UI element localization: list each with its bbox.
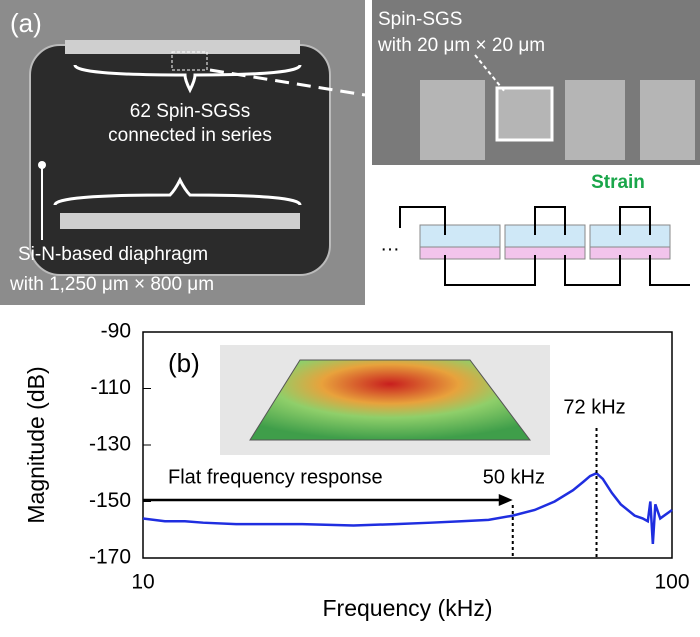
sensor-row <box>65 40 300 54</box>
ellipsis: … <box>380 233 400 255</box>
schematic <box>399 206 690 286</box>
y-tick-label: -130 <box>89 433 131 456</box>
strain-label: Strain <box>591 172 645 193</box>
caption: Spin-SGS <box>378 9 462 30</box>
x-tick-label: 100 <box>654 571 689 594</box>
y-tick-label: -150 <box>89 489 131 512</box>
marker-label: 72 kHz <box>563 396 625 418</box>
pad <box>640 80 695 160</box>
pad <box>420 80 485 160</box>
zoom-box <box>171 51 208 71</box>
brace <box>53 176 302 206</box>
marker-label: 50 kHz <box>483 466 545 488</box>
annotation: Flat frequency response <box>168 466 383 488</box>
caption: Si-N-based diaphragm <box>18 244 208 265</box>
caption: with 1,250 μm × 800 μm <box>9 274 214 295</box>
pad <box>565 80 625 160</box>
caption: 62 Spin-SGSs <box>130 101 250 122</box>
mode-shape <box>249 359 531 441</box>
x-tick-label: 10 <box>131 571 154 594</box>
pointer-line <box>474 54 506 93</box>
sensor-row <box>60 213 300 229</box>
y-tick-label: -110 <box>91 376 131 399</box>
panel-label: (b) <box>168 348 200 378</box>
panel-label: (a) <box>10 8 42 38</box>
y-axis-label: Magnitude (dB) <box>23 366 49 523</box>
diaphragm <box>29 44 331 276</box>
spin-sgs <box>495 86 554 142</box>
arrow-head <box>498 494 513 506</box>
caption: with 20 μm × 20 μm <box>377 35 545 56</box>
caption: connected in series <box>108 125 272 146</box>
x-axis-label: Frequency (kHz) <box>323 595 493 621</box>
y-tick-label: -90 <box>101 320 131 343</box>
data-line <box>142 471 673 544</box>
y-tick-label: -170 <box>89 546 131 569</box>
brace <box>73 64 302 94</box>
